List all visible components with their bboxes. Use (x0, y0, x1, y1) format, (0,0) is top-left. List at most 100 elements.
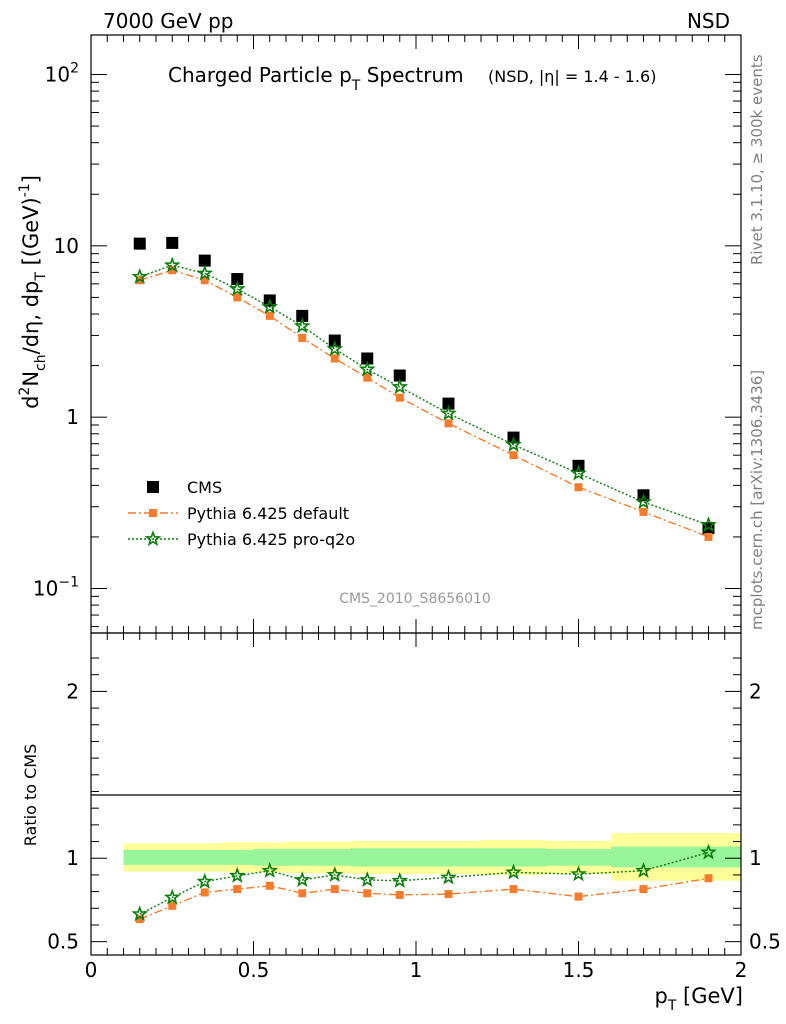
ratio-point-series-1 (261, 861, 279, 878)
main-y-tick-label-base: 10 (54, 234, 79, 258)
main-y-tick-label-base: 1 (66, 405, 79, 429)
main-data-marks (131, 236, 717, 541)
ratio-point-series-0 (200, 888, 209, 897)
main-point-series-2 (261, 298, 279, 315)
ratio-inner-band (286, 849, 319, 866)
main-point-series-2 (700, 516, 717, 533)
ratio-inner-band (416, 848, 481, 867)
ratio-inner-band (611, 846, 676, 868)
chart-legend: CMS Pythia 6.425 default Pythia 6.425 pr… (128, 478, 355, 549)
mcplots-label: mcplots.cern.ch [arXiv:1306.3436] (748, 370, 766, 630)
ratio-plot-frame (90, 632, 742, 956)
header-left-label: 7000 GeV pp (103, 9, 234, 33)
ratio-y-axis-label: Ratio to CMS (21, 744, 40, 846)
ratio-series-line-1 (139, 851, 709, 915)
ratio-plot-panel: 0.5 0.51 12 20 0.5 1 1.5 2 Ratio to CMS pT [GeV… (21, 632, 781, 1014)
main-point-series-2 (293, 317, 311, 334)
main-y-tick-label-base: 10 (33, 577, 58, 601)
ratio-y-tick-label: 0.5 (47, 930, 79, 954)
ratio-inner-band (318, 849, 351, 866)
ylabel-part-8: ] (19, 175, 43, 183)
main-point-series-2 (505, 435, 522, 452)
ratio-point-series-0 (168, 901, 177, 910)
legend-marker-1 (149, 509, 157, 517)
main-point-series-1 (444, 419, 453, 428)
main-y-tick-label: 102 (45, 60, 79, 86)
main-point-series-2 (196, 264, 214, 281)
ratio-inner-band (383, 848, 416, 867)
x-axis-label-main: p (654, 984, 667, 1008)
ratio-point-series-1 (131, 905, 149, 922)
ratio-point-series-0 (704, 874, 713, 883)
ratio-inner-band (221, 849, 254, 865)
ratio-point-series-1 (326, 866, 344, 883)
ratio-point-series-1 (440, 868, 457, 885)
legend-label-pythia-pro-q2o: Pythia 6.425 pro-q2o (187, 530, 355, 549)
main-point-series-0 (296, 309, 309, 322)
ratio-y-tick-label: 2 (66, 679, 79, 703)
ratio-point-series-1 (358, 871, 376, 888)
main-point-series-2 (391, 378, 409, 395)
main-point-series-1 (330, 354, 339, 363)
main-chart-title: Charged Particle pT Spectrum (168, 63, 464, 94)
ratio-uncertainty-bands (123, 833, 741, 881)
main-point-series-1 (395, 393, 404, 402)
header-right-label: NSD (687, 9, 730, 33)
ratio-y-tick-label-right: 1 (749, 846, 762, 870)
main-y-tick-label-exponent: −1 (58, 575, 79, 591)
main-point-series-2 (358, 360, 376, 377)
ratio-series-line-0 (139, 877, 709, 920)
ylabel-part-7: -1 (17, 183, 33, 197)
ratio-point-series-1 (700, 843, 717, 860)
main-series-line-1 (139, 269, 709, 538)
main-y-tick-label-base: 10 (45, 62, 70, 86)
ratio-inner-band (156, 849, 189, 865)
ratio-y-tick-label-right: 0.5 (749, 930, 781, 954)
ratio-point-series-1 (196, 872, 214, 889)
main-point-series-1 (639, 507, 648, 516)
main-y-tick-label: 10 (54, 234, 79, 258)
ratio-point-series-0 (639, 885, 648, 894)
ratio-point-series-0 (265, 881, 274, 890)
ratio-point-series-0 (233, 885, 242, 894)
ratio-inner-band (481, 848, 546, 867)
main-point-series-1 (298, 333, 307, 342)
ylabel-part-4: /dη, dp (19, 281, 43, 355)
ratio-inner-band (253, 849, 286, 866)
ylabel-part-0: d (19, 396, 43, 409)
main-point-series-1 (509, 451, 518, 460)
x-tick-label: 1.5 (563, 958, 595, 982)
legend-marker-0 (147, 481, 159, 493)
ratio-point-series-0 (444, 890, 453, 899)
main-y-tick-label-exponent: 2 (70, 60, 79, 76)
main-point-series-2 (635, 493, 652, 510)
main-point-series-2 (440, 404, 457, 421)
x-axis-label-rest: [GeV] (676, 984, 743, 1008)
main-y-tick-label: 1 (66, 405, 79, 429)
legend-label-pythia-default: Pythia 6.425 default (187, 504, 349, 523)
main-point-series-2 (131, 267, 149, 284)
ylabel-part-1: 2 (17, 387, 33, 396)
main-point-series-2 (228, 280, 246, 297)
ratio-point-series-0 (395, 890, 404, 899)
x-tick-label: 2 (735, 958, 748, 982)
ratio-inner-band (188, 849, 221, 865)
ratio-inner-band (351, 848, 384, 867)
rivet-version-label: Rivet 3.1.10, ≥ 300k events (748, 54, 766, 265)
ratio-point-series-1 (163, 888, 181, 905)
legend-label-cms: CMS (187, 478, 222, 497)
main-title-text: Charged Particle p (168, 63, 352, 87)
ratio-axis-ticks: 0.5 0.51 12 20 0.5 1 1.5 2 (47, 633, 781, 982)
ratio-y-tick-label: 1 (66, 846, 79, 870)
ratio-point-series-0 (574, 892, 583, 901)
main-point-series-1 (200, 276, 209, 285)
ratio-inner-band (546, 849, 611, 866)
ratio-point-series-1 (635, 861, 652, 878)
main-y-tick-label: 10−1 (33, 575, 79, 601)
main-title-rest: Spectrum (360, 63, 463, 87)
x-tick-label: 1 (410, 958, 423, 982)
main-chart-title-note: (NSD, |η| = 1.4 - 1.6) (488, 67, 656, 86)
ratio-inner-band (123, 849, 156, 865)
ratio-point-series-0 (330, 885, 339, 894)
